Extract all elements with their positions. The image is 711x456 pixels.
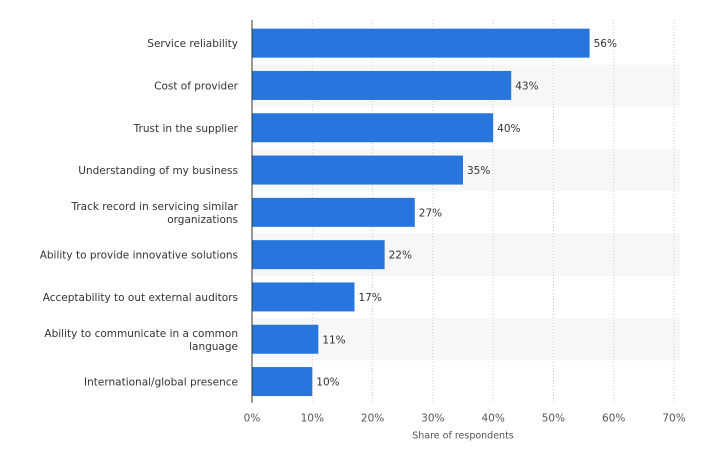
data-label: 35% [467,165,490,177]
category-label: Track record in servicing similar organiz… [70,201,238,226]
data-label: 56% [594,38,617,50]
category-label: Trust in the supplier [133,123,239,135]
category-label: Service reliability [147,38,238,50]
bar[interactable] [252,70,512,100]
data-label: 22% [389,250,412,262]
row-band [252,318,680,361]
category-label: Cost of provider [154,80,239,92]
x-tick-label: 30% [421,413,444,425]
x-tick-label: 40% [481,413,504,425]
x-tick-label: 60% [602,413,625,425]
bar[interactable] [252,113,494,143]
data-label: 27% [419,207,442,219]
data-labels: 56% 43% 40% 35% 27% 22% 17% 11% 10% [316,38,617,388]
x-axis-title: Share of respondents [412,431,514,442]
bar[interactable] [252,282,355,312]
data-label: 11% [322,334,345,346]
bar[interactable] [252,28,590,58]
x-tick-labels: 0% 10% 20% 30% 40% 50% 60% 70% [244,413,686,425]
x-tick-label: 70% [662,413,685,425]
bar[interactable] [252,155,463,185]
x-tick-label: 20% [361,413,384,425]
x-tick-label: 0% [244,413,261,425]
bar[interactable] [252,324,319,354]
category-label: Acceptability to out external auditors [43,292,238,304]
category-labels: Service reliability Cost of provider Trust… [40,38,239,388]
x-tick-label: 50% [542,413,565,425]
bars [252,28,590,397]
data-label: 43% [515,80,538,92]
bar[interactable] [252,367,313,397]
category-label: Ability to provide innovative solutions [40,250,238,262]
category-label: Understanding of my business [78,165,238,177]
data-label: 17% [358,292,381,304]
data-label: 10% [316,377,339,389]
data-label: 40% [497,123,520,135]
category-label: International/global presence [84,377,238,389]
category-label: Ability to communicate in a common langua… [44,328,238,353]
x-tick-label: 10% [301,413,324,425]
bar[interactable] [252,240,385,270]
bar[interactable] [252,197,415,227]
